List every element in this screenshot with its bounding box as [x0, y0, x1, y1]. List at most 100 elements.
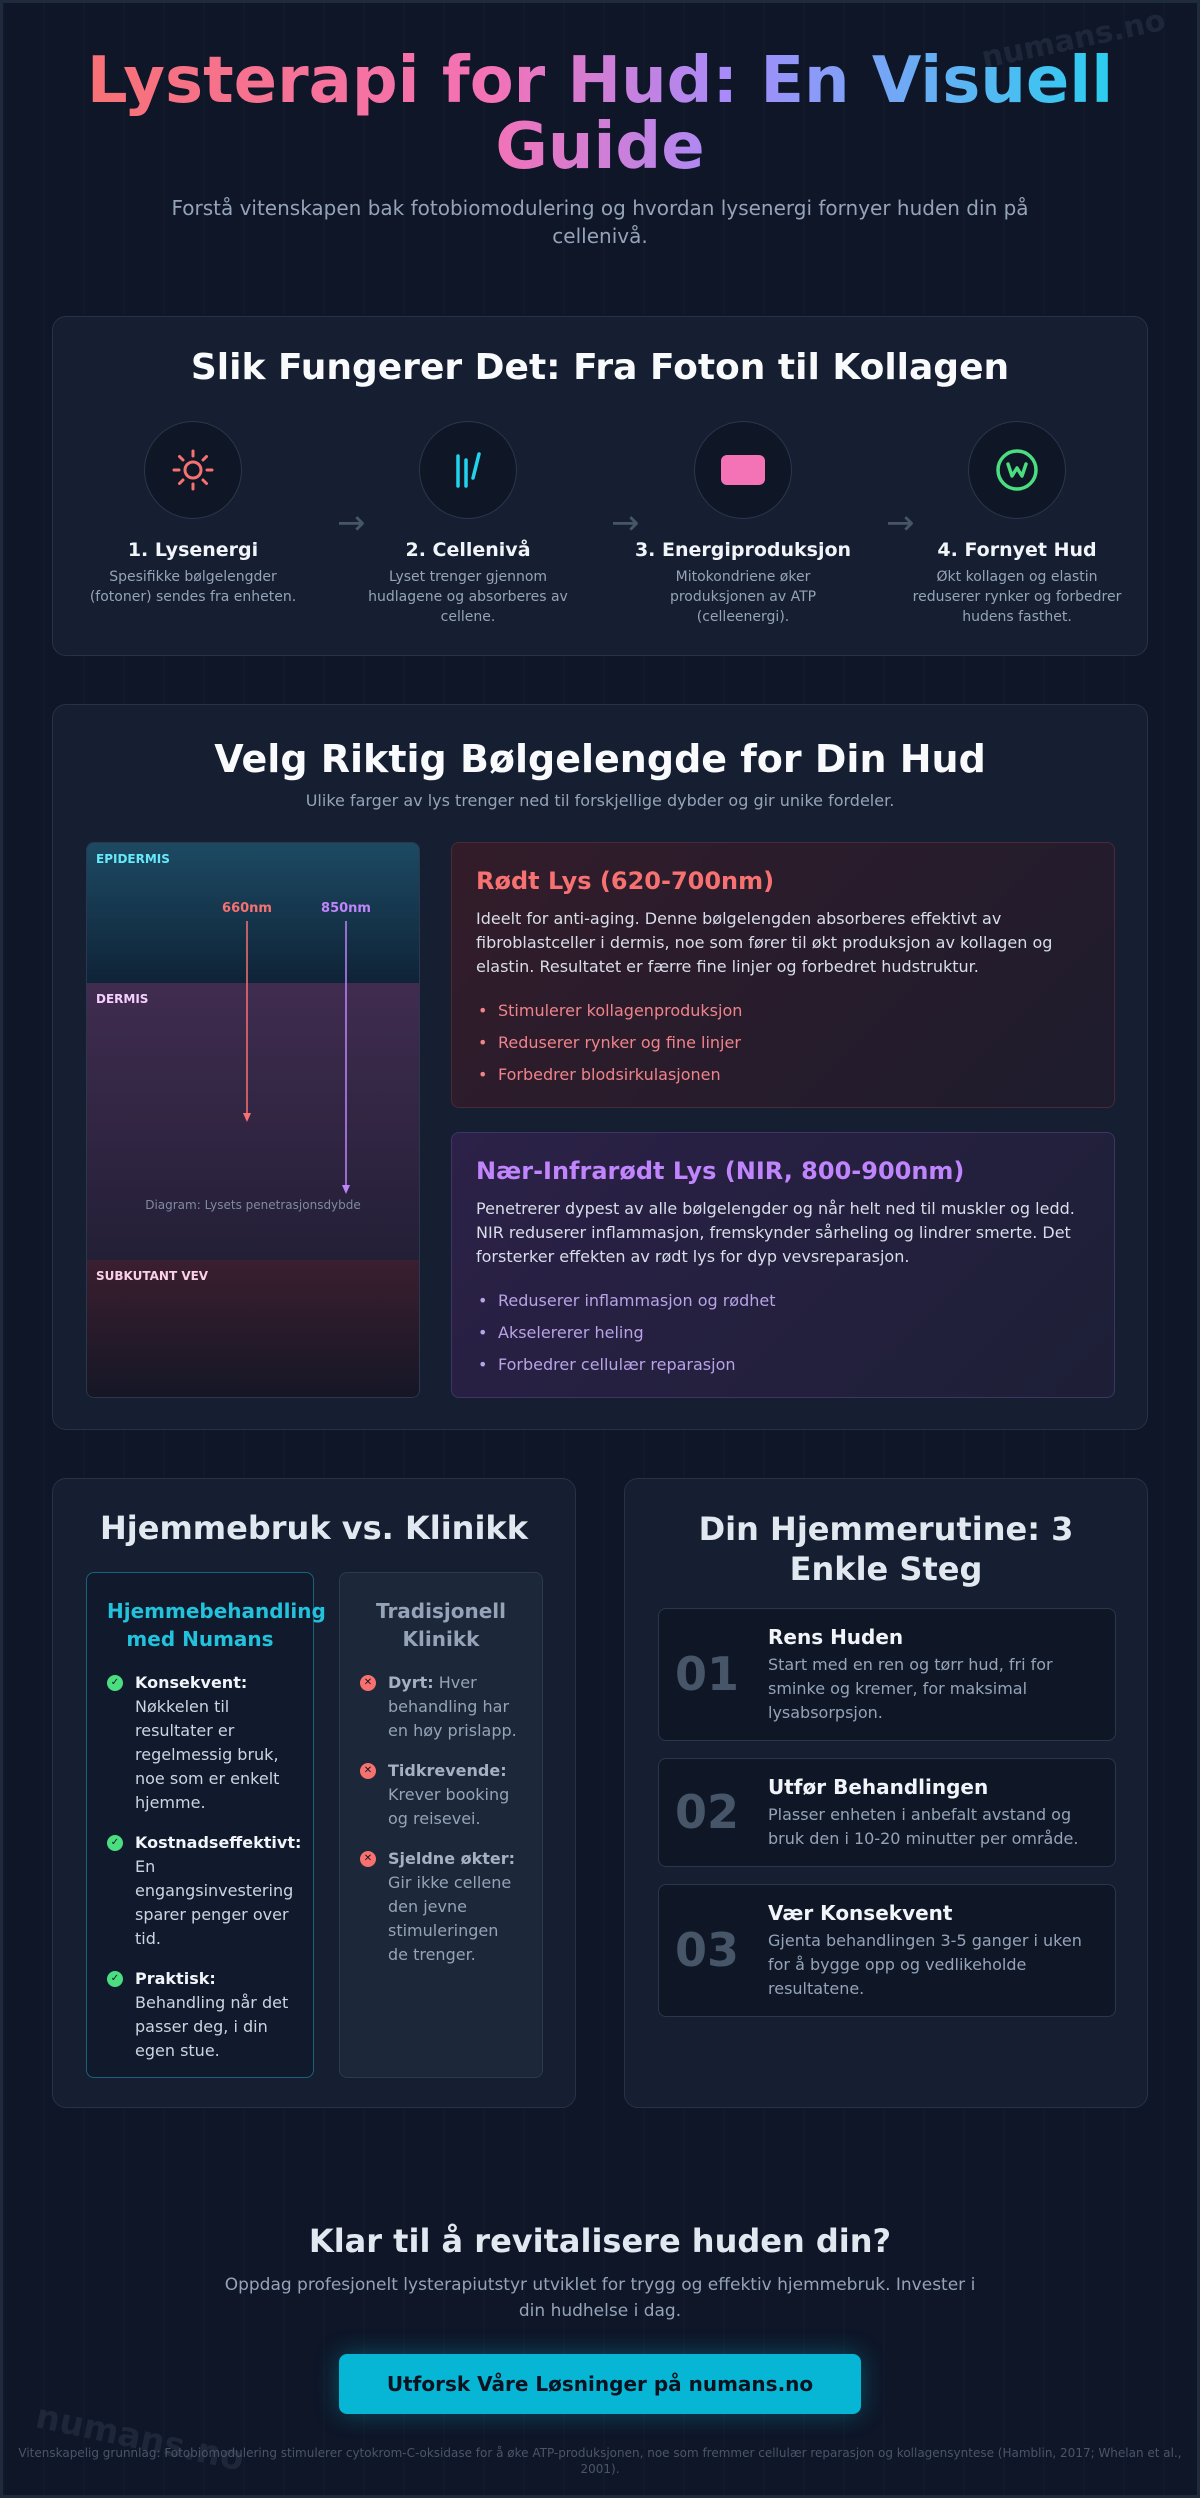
- list-item: Forbedrer cellulær reparasjon: [476, 1349, 1090, 1381]
- step-desc: Mitokondriene øker produksjonen av ATP (…: [669, 569, 817, 625]
- check-icon: ✓: [107, 1675, 123, 1691]
- list-item: Reduserer inflammasjon og rødhet: [476, 1285, 1090, 1317]
- item-label: Kostnadseffektivt:: [135, 1833, 302, 1852]
- wavelength-subtitle: Ulike farger av lys trenger ned til fors…: [305, 791, 895, 810]
- step-title: 1. Lysenergi: [127, 539, 259, 561]
- light-rays-icon: [419, 421, 517, 519]
- how-it-works-section: Slik Fungerer Det: Fra Foton til Kollage…: [52, 316, 1148, 656]
- step-title: Utfør Behandlingen: [768, 1775, 989, 1799]
- beam-label-850: 850nm: [321, 901, 371, 916]
- item-text: Hver behandling har en høy prislapp.: [388, 1673, 517, 1740]
- cross-icon: ✕: [360, 1675, 376, 1691]
- step-desc: Plasser enheten i anbefalt avstand og br…: [768, 1805, 1079, 1848]
- wavelength-section: Velg Riktig Bølgelengde for Din Hud Ulik…: [52, 704, 1148, 1430]
- layer-label: DERMIS: [96, 992, 149, 1006]
- check-icon: ✓: [107, 1971, 123, 1987]
- step-number: 01: [675, 1647, 740, 1701]
- item-label: Konsekvent:: [135, 1673, 248, 1692]
- process-steps: 1. Lysenergi Spesifikke bølgelengder (fo…: [83, 421, 1121, 631]
- red-light-desc: Ideelt for anti-aging. Denne bølgelengde…: [476, 909, 1053, 976]
- nir-light-card: Nær-Infrarødt Lys (NIR, 800-900nm) Penet…: [451, 1132, 1115, 1398]
- list-item: Reduserer rynker og fine linjer: [476, 1027, 1090, 1059]
- item-label: Tidkrevende:: [388, 1761, 507, 1780]
- item-text: En engangsinvestering sparer penger over…: [135, 1857, 294, 1948]
- renewal-icon: [968, 421, 1066, 519]
- list-item: ✓ Konsekvent: Nøkkelen til resultater er …: [107, 1671, 293, 1815]
- beam-660-arrowhead: [243, 1113, 251, 1122]
- clinic-column-title: Tradisjonell Klinikk: [376, 1599, 506, 1651]
- step-title: Rens Huden: [768, 1625, 904, 1649]
- step-number: 02: [675, 1785, 740, 1839]
- item-text: Nøkkelen til resultater er regelmessig b…: [135, 1697, 280, 1812]
- arrow-icon: →: [611, 503, 640, 543]
- cross-icon: ✕: [360, 1851, 376, 1867]
- clinic-column: Tradisjonell Klinikk ✕ Dyrt: Hver behandl…: [339, 1572, 543, 2078]
- sun-icon: [144, 421, 242, 519]
- routine-step-2: 02 Utfør Behandlingen Plasser enheten i …: [658, 1758, 1116, 1867]
- step-title: Vær Konsekvent: [768, 1901, 953, 1925]
- list-item: ✕ Sjeldne økter: Gir ikke cellene den jev…: [360, 1847, 522, 1967]
- list-item: ✕ Dyrt: Hver behandling har en høy prisla…: [360, 1671, 522, 1743]
- item-text: Gir ikke cellene den jevne stimuleringen…: [388, 1873, 512, 1964]
- beam-850-arrowhead: [342, 1185, 350, 1194]
- item-label: Praktisk:: [135, 1969, 216, 1988]
- how-it-works-title: Slik Fungerer Det: Fra Foton til Kollage…: [190, 347, 1010, 388]
- step-cell-level: 2. Cellenivå Lyset trenger gjennom hudla…: [358, 421, 578, 627]
- layer-subcutaneous: SUBKUTANT VEV: [87, 1260, 419, 1397]
- beam-arrows: 660nm 850nm: [222, 901, 371, 1194]
- layer-label: EPIDERMIS: [96, 852, 170, 866]
- list-item: Stimulerer kollagenproduksjon: [476, 995, 1090, 1027]
- list-item: ✓ Praktisk: Behandling når det passer deg…: [107, 1967, 293, 2063]
- item-label: Sjeldne økter:: [388, 1849, 516, 1868]
- arrow-icon: →: [337, 503, 366, 543]
- step-desc: Gjenta behandlingen 3-5 ganger i uken fo…: [768, 1931, 1082, 1998]
- step-number: 03: [675, 1923, 740, 1977]
- cross-icon: ✕: [360, 1763, 376, 1779]
- nir-light-benefits: Reduserer inflammasjon og rødhet Akseler…: [476, 1285, 1090, 1381]
- step-renewed-skin: 4. Fornyet Hud Økt kollagen og elastin r…: [907, 421, 1127, 627]
- page-title: Lysterapi for Hud: En Visuell Guide: [60, 48, 1140, 180]
- step-title: 3. Energiproduksjon: [634, 539, 852, 561]
- explore-solutions-button[interactable]: Utforsk Våre Løsninger på numans.no: [339, 2354, 861, 2414]
- clinic-drawbacks-list: ✕ Dyrt: Hver behandling har en høy prisla…: [360, 1671, 522, 1967]
- item-text: Krever booking og reisevei.: [388, 1785, 510, 1828]
- home-benefits-list: ✓ Konsekvent: Nøkkelen til resultater er …: [107, 1671, 301, 2063]
- item-label: Dyrt:: [388, 1673, 434, 1692]
- scientific-footnote: Vitenskapelig grunnlag: Fotobiomodulerin…: [18, 2446, 1182, 2476]
- step-title: 2. Cellenivå: [405, 539, 531, 561]
- red-light-benefits: Stimulerer kollagenproduksjon Reduserer …: [476, 995, 1090, 1091]
- penetration-diagram: EPIDERMIS DERMIS SUBKUTANT VEV 660nm 850…: [86, 842, 420, 1398]
- list-item: Akselererer heling: [476, 1317, 1090, 1349]
- battery-icon: [694, 421, 792, 519]
- home-column-title: Hjemmebehandling med Numans: [107, 1599, 326, 1651]
- routine-title: Din Hjemmerutine: 3 Enkle Steg: [698, 1510, 1074, 1588]
- step-desc: Økt kollagen og elastin reduserer rynker…: [912, 569, 1122, 625]
- step-energy-production: 3. Energiproduksjon Mitokondriene øker p…: [633, 421, 853, 627]
- diagram-caption: Diagram: Lysets penetrasjonsdybde: [145, 1198, 361, 1212]
- list-item: ✕ Tidkrevende: Krever booking og reisevei…: [360, 1759, 522, 1831]
- list-item: Forbedrer blodsirkulasjonen: [476, 1059, 1090, 1091]
- home-treatment-column: Hjemmebehandling med Numans ✓ Konsekvent:…: [86, 1572, 326, 2078]
- step-light-energy: 1. Lysenergi Spesifikke bølgelengder (fo…: [83, 421, 303, 607]
- red-light-title: Rødt Lys (620-700nm): [476, 867, 775, 895]
- routine-step-1: 01 Rens Huden Start med en ren og tørr h…: [658, 1608, 1116, 1741]
- nir-light-desc: Penetrerer dypest av alle bølgelengder o…: [476, 1199, 1075, 1266]
- step-desc: Spesifikke bølgelengder (fotoner) sendes…: [89, 569, 297, 605]
- cta-subtitle: Oppdag profesjonelt lysterapiutstyr utvi…: [224, 2275, 976, 2321]
- step-title: 4. Fornyet Hud: [937, 539, 1097, 561]
- layer-epidermis: EPIDERMIS: [87, 843, 419, 983]
- page-subtitle: Forstå vitenskapen bak fotobiomodulering…: [171, 196, 1029, 248]
- list-item: ✓ Kostnadseffektivt: En engangsinvesterin…: [107, 1831, 301, 1951]
- step-desc: Start med en ren og tørr hud, fri for sm…: [768, 1655, 1053, 1722]
- comparison-title: Hjemmebruk vs. Klinikk: [100, 1509, 528, 1547]
- step-desc: Lyset trenger gjennom hudlagene og absor…: [368, 569, 568, 625]
- cta-title: Klar til å revitalisere huden din?: [308, 2222, 892, 2260]
- beam-label-660: 660nm: [222, 901, 272, 916]
- nir-light-title: Nær-Infrarødt Lys (NIR, 800-900nm): [476, 1157, 965, 1185]
- layer-dermis: DERMIS: [87, 983, 419, 1260]
- red-light-card: Rødt Lys (620-700nm) Ideelt for anti-agi…: [451, 842, 1115, 1108]
- item-text: Behandling når det passer deg, i din ege…: [135, 1993, 289, 2060]
- routine-step-3: 03 Vær Konsekvent Gjenta behandlingen 3-…: [658, 1884, 1116, 2017]
- check-icon: ✓: [107, 1835, 123, 1851]
- home-routine-section: Din Hjemmerutine: 3 Enkle Steg 01 Rens H…: [624, 1478, 1148, 2108]
